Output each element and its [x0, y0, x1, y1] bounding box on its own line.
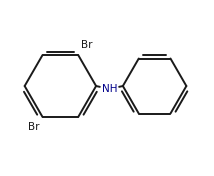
- Text: Br: Br: [81, 40, 93, 50]
- Text: NH: NH: [102, 84, 117, 94]
- Text: Br: Br: [28, 122, 40, 132]
